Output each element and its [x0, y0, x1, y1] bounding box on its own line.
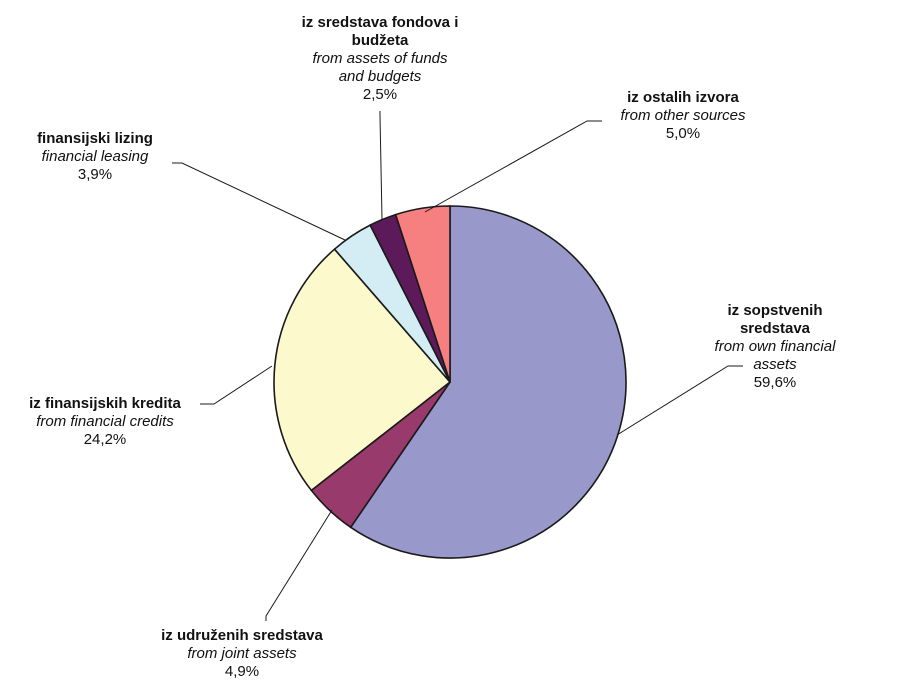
slice-label-3: finansijski lizing financial leasing 3,9%	[37, 130, 153, 183]
leader-line-4	[379, 111, 383, 220]
slice-labels: iz sopstvenih sredstava from own financial…	[29, 14, 836, 680]
slice-label-line: budžeta	[352, 32, 409, 49]
leader-line-1	[265, 509, 333, 621]
slice-label-line: 59,6%	[754, 374, 797, 391]
leader-line-2	[200, 365, 273, 405]
slice-label-line: financial leasing	[42, 148, 149, 165]
leader-line-0	[616, 365, 743, 436]
slice-label-line: 24,2%	[84, 431, 127, 448]
slice-label-line: from other sources	[620, 107, 746, 124]
slice-label-line: 2,5%	[363, 86, 397, 103]
slice-label-line: from joint assets	[187, 645, 297, 662]
pie-slices	[273, 205, 627, 559]
slice-label-1: iz udruženih sredstava from joint assets 4…	[161, 627, 323, 680]
slice-label-line: iz udruženih sredstava	[161, 627, 323, 644]
slice-label-line: iz sredstava fondova i	[302, 14, 459, 31]
slice-label-0: iz sopstvenih sredstava from own financial…	[715, 302, 837, 391]
slice-label-line: from assets of funds	[312, 50, 448, 67]
slice-label-2: iz finansijskih kredita from financial cr…	[29, 395, 181, 448]
slice-label-line: iz ostalih izvora	[627, 89, 739, 106]
slice-label-line: 4,9%	[225, 663, 259, 680]
slice-label-line: 5,0%	[666, 125, 700, 142]
slice-label-line: finansijski lizing	[37, 130, 153, 147]
slice-label-4: iz sredstava fondova i budžeta from assets…	[302, 14, 459, 103]
slice-label-line: and budgets	[339, 68, 422, 85]
slice-label-line: sredstava	[740, 320, 811, 337]
pie-slice-2	[273, 248, 452, 492]
leader-line-3	[172, 162, 346, 241]
slice-label-line: iz sopstvenih	[727, 302, 822, 319]
slice-label-line: iz finansijskih kredita	[29, 395, 181, 412]
slice-label-line: 3,9%	[78, 166, 112, 183]
leader-line-5	[424, 120, 602, 213]
slice-label-line: from financial credits	[36, 413, 174, 430]
leader-lines	[172, 111, 743, 621]
slice-label-5: iz ostalih izvora from other sources 5,0%	[620, 89, 746, 142]
slice-label-line: from own financial	[715, 338, 837, 355]
pie-slice-5	[394, 205, 451, 383]
slice-label-line: assets	[753, 356, 797, 373]
